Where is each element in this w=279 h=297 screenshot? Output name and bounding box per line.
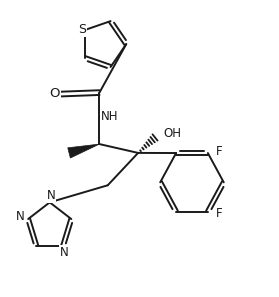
Text: N: N	[60, 246, 69, 259]
Text: O: O	[49, 87, 60, 100]
Text: S: S	[78, 23, 86, 36]
Text: F: F	[216, 207, 222, 219]
Text: OH: OH	[164, 127, 182, 140]
Text: N: N	[47, 189, 56, 202]
Text: NH: NH	[101, 110, 119, 123]
Text: N: N	[16, 210, 25, 223]
Polygon shape	[68, 144, 99, 158]
Text: F: F	[216, 145, 222, 158]
